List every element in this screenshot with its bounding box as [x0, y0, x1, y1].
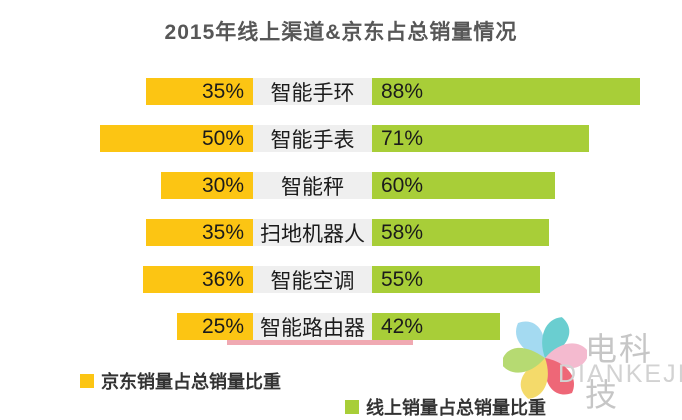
category-label: 智能手环	[253, 78, 372, 105]
jd-bar: 35%	[146, 78, 253, 105]
online-value: 71%	[381, 126, 424, 150]
legend-label: 京东销量占总销量比重	[101, 372, 281, 392]
chart-title: 2015年线上渠道&京东占总销量情况	[164, 21, 518, 44]
chart-row: 35% 扫地机器人 58%	[0, 219, 682, 246]
jd-value: 30%	[201, 173, 244, 197]
online-legend-swatch-icon	[345, 400, 359, 414]
category-label: 扫地机器人	[253, 219, 372, 246]
online-bar: 71%	[372, 125, 589, 152]
legend-item-online: 线上销量占总销量比重	[345, 394, 682, 420]
chart-row: 25% 智能路由器 42%	[0, 313, 682, 340]
chart-row: 35% 智能手环 88%	[0, 78, 682, 105]
online-value: 42%	[381, 314, 424, 338]
legend-item-jd: 京东销量占总销量比重	[80, 368, 682, 394]
online-bar: 88%	[372, 78, 640, 105]
jd-bar: 36%	[143, 266, 253, 293]
online-bar: 58%	[372, 219, 549, 246]
tornado-chart: 35% 智能手环 88% 50% 智能手表 71% 30% 智能秤 60% 35…	[0, 78, 682, 360]
jd-bar: 30%	[161, 172, 253, 199]
jd-value: 36%	[201, 267, 244, 291]
jd-bar: 35%	[146, 219, 253, 246]
online-value: 88%	[381, 79, 424, 103]
jd-value: 35%	[201, 79, 244, 103]
category-label: 智能路由器	[253, 313, 372, 340]
decorative-strip	[227, 340, 413, 345]
chart-row: 36% 智能空调 55%	[0, 266, 682, 293]
category-label: 智能秤	[253, 172, 372, 199]
jd-bar: 50%	[100, 125, 253, 152]
jd-value: 25%	[201, 314, 244, 338]
jd-value: 35%	[201, 220, 244, 244]
online-value: 58%	[381, 220, 424, 244]
category-label: 智能手表	[253, 125, 372, 152]
chart-row: 30% 智能秤 60%	[0, 172, 682, 199]
online-bar: 60%	[372, 172, 555, 199]
online-value: 60%	[381, 173, 424, 197]
legend-label: 线上销量占总销量比重	[366, 398, 546, 418]
jd-value: 50%	[201, 126, 244, 150]
online-bar: 55%	[372, 266, 540, 293]
chart-row: 50% 智能手表 71%	[0, 125, 682, 152]
online-value: 55%	[381, 267, 424, 291]
online-bar: 42%	[372, 313, 500, 340]
jd-bar: 25%	[177, 313, 253, 340]
jd-legend-swatch-icon	[80, 374, 94, 388]
category-label: 智能空调	[253, 266, 372, 293]
